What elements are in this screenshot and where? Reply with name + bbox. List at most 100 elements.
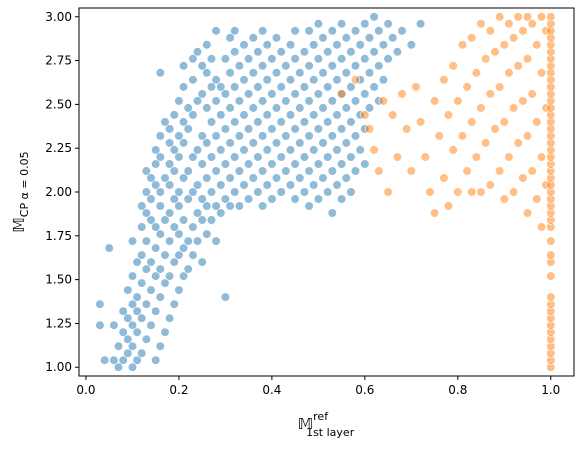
scatter-point-0-270 xyxy=(327,208,337,218)
scatter-point-0-99 xyxy=(183,264,193,274)
scatter-point-0-272 xyxy=(327,131,337,141)
scatter-point-0-219 xyxy=(281,166,291,176)
scatter-point-0-21 xyxy=(132,355,142,365)
scatter-point-0-145 xyxy=(216,208,226,218)
scatter-point-1-63 xyxy=(518,96,528,106)
scatter-point-0-223 xyxy=(285,180,296,190)
scatter-point-0-292 xyxy=(346,187,356,197)
scatter-point-0-9 xyxy=(118,327,128,337)
scatter-point-0-232 xyxy=(290,54,300,64)
scatter-point-0-283 xyxy=(337,124,347,134)
scatter-point-1-51 xyxy=(499,117,509,127)
scatter-point-0-84 xyxy=(174,250,184,260)
scatter-point-1-40 xyxy=(481,138,491,148)
scatter-point-0-101 xyxy=(183,194,193,204)
scatter-point-0-86 xyxy=(174,201,184,211)
scatter-point-0-242 xyxy=(299,47,310,57)
scatter-point-1-77 xyxy=(536,68,547,78)
scatter-point-0-229 xyxy=(290,159,300,169)
scatter-point-0-256 xyxy=(313,124,324,134)
scatter-point-0-149 xyxy=(216,82,226,92)
y-axis-label: 𝕄CP α = 0.05 xyxy=(10,151,31,232)
y-axis-label-sub: CP α = 0.05 xyxy=(18,151,31,217)
scatter-point-0-175 xyxy=(239,110,249,120)
scatter-point-0-225 xyxy=(285,110,296,120)
scatter-point-0-31 xyxy=(137,201,147,211)
scatter-point-0-105 xyxy=(188,250,198,260)
scatter-point-0-221 xyxy=(281,96,291,106)
scatter-point-0-172 xyxy=(234,61,244,71)
scatter-point-0-78 xyxy=(169,222,179,232)
scatter-point-0-42 xyxy=(146,215,156,225)
y-tick-label: 2.50 xyxy=(45,97,72,111)
scatter-point-1-69 xyxy=(527,166,537,176)
scatter-point-1-39 xyxy=(476,19,486,29)
scatter-point-0-207 xyxy=(267,89,277,99)
scatter-point-0-164 xyxy=(230,117,240,127)
scatter-point-0-306 xyxy=(360,159,370,169)
scatter-point-0-201 xyxy=(262,110,272,120)
scatter-point-0-141 xyxy=(211,131,221,141)
scatter-point-0-198 xyxy=(258,26,268,36)
scatter-point-0-325 xyxy=(392,47,403,57)
scatter-point-0-305 xyxy=(355,40,365,50)
scatter-point-1-38 xyxy=(476,103,486,113)
scatter-point-1-46 xyxy=(490,47,500,57)
scatter-point-1-31 xyxy=(462,82,472,92)
scatter-point-0-171 xyxy=(234,96,244,106)
scatter-point-1-32 xyxy=(467,187,477,197)
scatter-point-1-72 xyxy=(532,194,542,204)
scatter-point-0-14 xyxy=(123,285,133,295)
scatter-point-1-35 xyxy=(471,152,482,162)
scatter-point-0-185 xyxy=(248,103,258,113)
scatter-point-0-23 xyxy=(132,306,142,316)
scatter-point-0-250 xyxy=(309,145,319,155)
scatter-point-0-123 xyxy=(197,89,207,99)
scatter-point-1-57 xyxy=(508,103,519,113)
scatter-point-0-155 xyxy=(220,54,230,64)
scatter-point-0-197 xyxy=(258,61,268,71)
scatter-point-1-43 xyxy=(485,89,495,99)
scatter-point-1-18 xyxy=(430,208,440,218)
scatter-point-0-46 xyxy=(151,306,161,316)
scatter-point-1-11 xyxy=(402,124,412,134)
scatter-point-0-290 xyxy=(341,68,351,78)
scatter-point-0-116 xyxy=(192,96,203,106)
x-axis-label: 𝕄ref 1st layer xyxy=(298,410,355,439)
scatter-point-0-255 xyxy=(313,159,324,169)
y-tick-label: 1.75 xyxy=(45,229,72,243)
scatter-point-0-245 xyxy=(304,131,314,141)
scatter-point-0-113 xyxy=(192,208,203,218)
scatter-point-0-90 xyxy=(174,96,184,106)
scatter-point-0-230 xyxy=(290,124,300,134)
scatter-point-1-37 xyxy=(476,187,486,197)
scatter-point-0-98 xyxy=(179,61,189,71)
scatter-point-1-10 xyxy=(397,89,407,99)
scatter-point-1-53 xyxy=(504,152,514,162)
scatter-point-0-5 xyxy=(109,355,119,365)
scatter-point-0-319 xyxy=(374,26,384,36)
scatter-point-0-216 xyxy=(276,117,286,127)
scatter-point-0-97 xyxy=(179,82,189,92)
scatter-point-1-68 xyxy=(522,12,533,22)
scatter-point-1-0 xyxy=(337,89,347,99)
scatter-point-0-159 xyxy=(225,103,235,113)
scatter-point-0-291 xyxy=(341,33,351,43)
scatter-point-0-302 xyxy=(355,145,365,155)
scatter-point-1-1 xyxy=(350,75,361,85)
points-layer xyxy=(95,12,556,372)
scatter-point-0-314 xyxy=(369,82,379,92)
scatter-point-0-151 xyxy=(220,194,230,204)
scatter-point-0-241 xyxy=(299,82,310,92)
y-tick-label: 1.50 xyxy=(45,273,72,287)
scatter-point-0-128 xyxy=(202,138,212,148)
x-axis-label-sup: ref xyxy=(313,410,329,423)
scatter-point-0-80 xyxy=(169,166,179,176)
scatter-point-0-70 xyxy=(165,236,175,246)
scatter-point-0-81 xyxy=(169,145,179,155)
scatter-point-0-313 xyxy=(364,33,375,43)
scatter-point-0-187 xyxy=(248,33,258,43)
scatter-point-1-2 xyxy=(360,110,370,120)
scatter-point-0-47 xyxy=(151,271,161,281)
scatter-point-0-71 xyxy=(165,208,175,218)
